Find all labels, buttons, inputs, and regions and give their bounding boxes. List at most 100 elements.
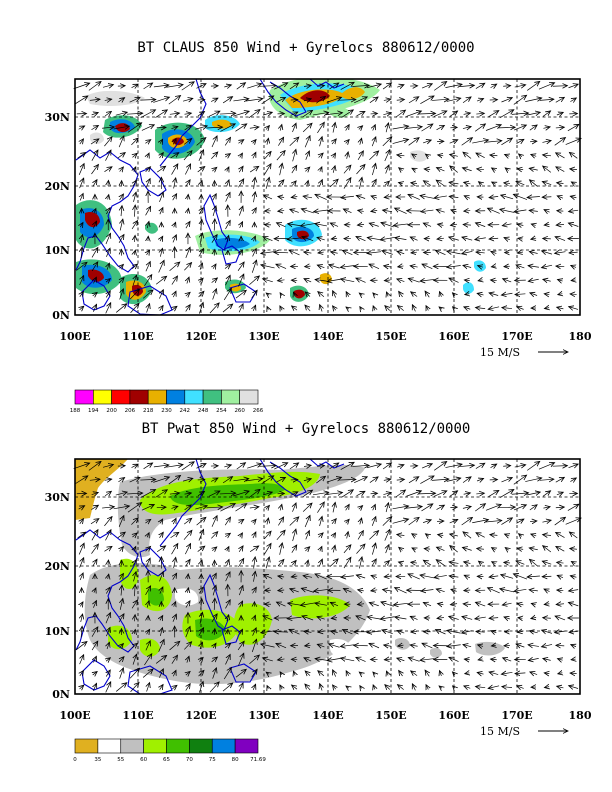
wind-vector	[517, 686, 524, 689]
wind-vector	[173, 139, 176, 145]
wind-vector	[261, 252, 275, 254]
wind-vector	[210, 98, 218, 101]
wind-vector	[239, 166, 243, 173]
wind-vector	[240, 250, 243, 255]
wind-vector	[159, 572, 163, 582]
wind-vector	[131, 643, 137, 648]
wind-vector	[490, 535, 498, 536]
wind-vector	[320, 137, 323, 147]
wind-vector	[264, 152, 271, 160]
wind-vector	[142, 290, 153, 299]
colorbar-label: 200	[106, 408, 117, 414]
wind-vector	[253, 684, 255, 691]
wind-vector	[464, 659, 470, 660]
wind-vector	[304, 279, 312, 282]
wind-vector	[78, 543, 84, 555]
wind-vector	[187, 588, 188, 593]
wind-vector	[542, 491, 551, 497]
wind-vector	[171, 164, 178, 175]
wind-vector	[530, 293, 538, 296]
wind-vector	[359, 672, 362, 674]
wind-vector	[397, 85, 404, 87]
colorbar-label: 260	[234, 408, 245, 414]
wind-vector	[542, 644, 553, 646]
wind-vector	[542, 265, 553, 267]
wind-vector	[421, 210, 434, 212]
wind-vector	[475, 238, 486, 240]
wind-vector	[360, 138, 362, 145]
wind-vector	[233, 99, 248, 101]
wind-vector	[491, 280, 497, 281]
wind-vector	[479, 561, 483, 564]
wind-vector	[504, 238, 510, 240]
wind-vector	[187, 208, 188, 213]
wind-vector	[412, 305, 415, 312]
wind-vector	[478, 659, 482, 660]
wind-vector	[172, 685, 177, 688]
wind-vector	[500, 209, 515, 212]
wind-vector	[343, 557, 351, 569]
wind-vector	[235, 124, 246, 132]
wind-vector	[366, 464, 381, 469]
wind-vector	[354, 97, 367, 104]
wind-vector	[333, 166, 335, 173]
wind-vector	[435, 250, 446, 256]
wind-vector	[197, 546, 205, 552]
wind-vector	[447, 630, 461, 633]
wind-vector	[276, 223, 286, 227]
wind-vector	[201, 219, 202, 231]
wind-vector	[485, 125, 501, 131]
wind-vector	[301, 588, 314, 593]
wind-vector	[211, 278, 218, 283]
wind-vector	[333, 123, 335, 133]
wind-vector	[554, 517, 566, 526]
wind-vector	[543, 658, 551, 660]
wind-vector	[570, 576, 577, 578]
wind-vector	[80, 223, 83, 227]
wind-vector	[356, 164, 365, 175]
wind-vector	[94, 209, 96, 214]
wind-vector	[360, 686, 362, 689]
wind-vector	[266, 557, 269, 569]
wind-vector	[201, 599, 202, 610]
wind-vector	[80, 306, 84, 310]
wind-vector	[369, 603, 379, 606]
colorbar-swatch	[74, 389, 94, 405]
wind-vector	[331, 631, 338, 632]
wind-vector	[145, 262, 150, 272]
wind-vector	[319, 153, 324, 157]
colorbar-label: 194	[88, 408, 99, 414]
wind-vector	[171, 127, 177, 129]
wind-vector	[91, 530, 98, 541]
wind-vector	[556, 645, 565, 646]
wind-vector	[449, 196, 459, 197]
wind-vector	[131, 138, 138, 146]
wind-vector	[543, 127, 550, 128]
wind-vector	[555, 631, 566, 633]
wind-vector	[340, 265, 355, 267]
wind-vector	[439, 307, 442, 309]
wind-vector	[489, 672, 499, 675]
wind-vector	[146, 558, 150, 568]
wind-vector	[475, 223, 486, 227]
wind-vector	[488, 208, 500, 214]
wind-vector	[372, 517, 376, 526]
wind-vector	[341, 490, 354, 498]
wind-vector	[516, 644, 525, 647]
wind-vector	[449, 576, 459, 577]
wind-vector	[120, 644, 124, 648]
wind-vector	[382, 463, 391, 470]
wind-vector	[555, 507, 564, 508]
wind-vector	[315, 659, 327, 661]
wind-vector	[543, 507, 550, 508]
wind-vector	[181, 462, 194, 471]
wind-vector	[491, 645, 495, 646]
wind-vector	[421, 464, 432, 469]
wind-vector	[502, 224, 512, 226]
wind-vector	[198, 291, 204, 298]
wind-vector	[571, 280, 575, 281]
wind-vector	[94, 588, 96, 593]
wind-vector	[373, 504, 376, 511]
wind-vector	[425, 670, 429, 677]
wind-vector	[475, 463, 485, 469]
